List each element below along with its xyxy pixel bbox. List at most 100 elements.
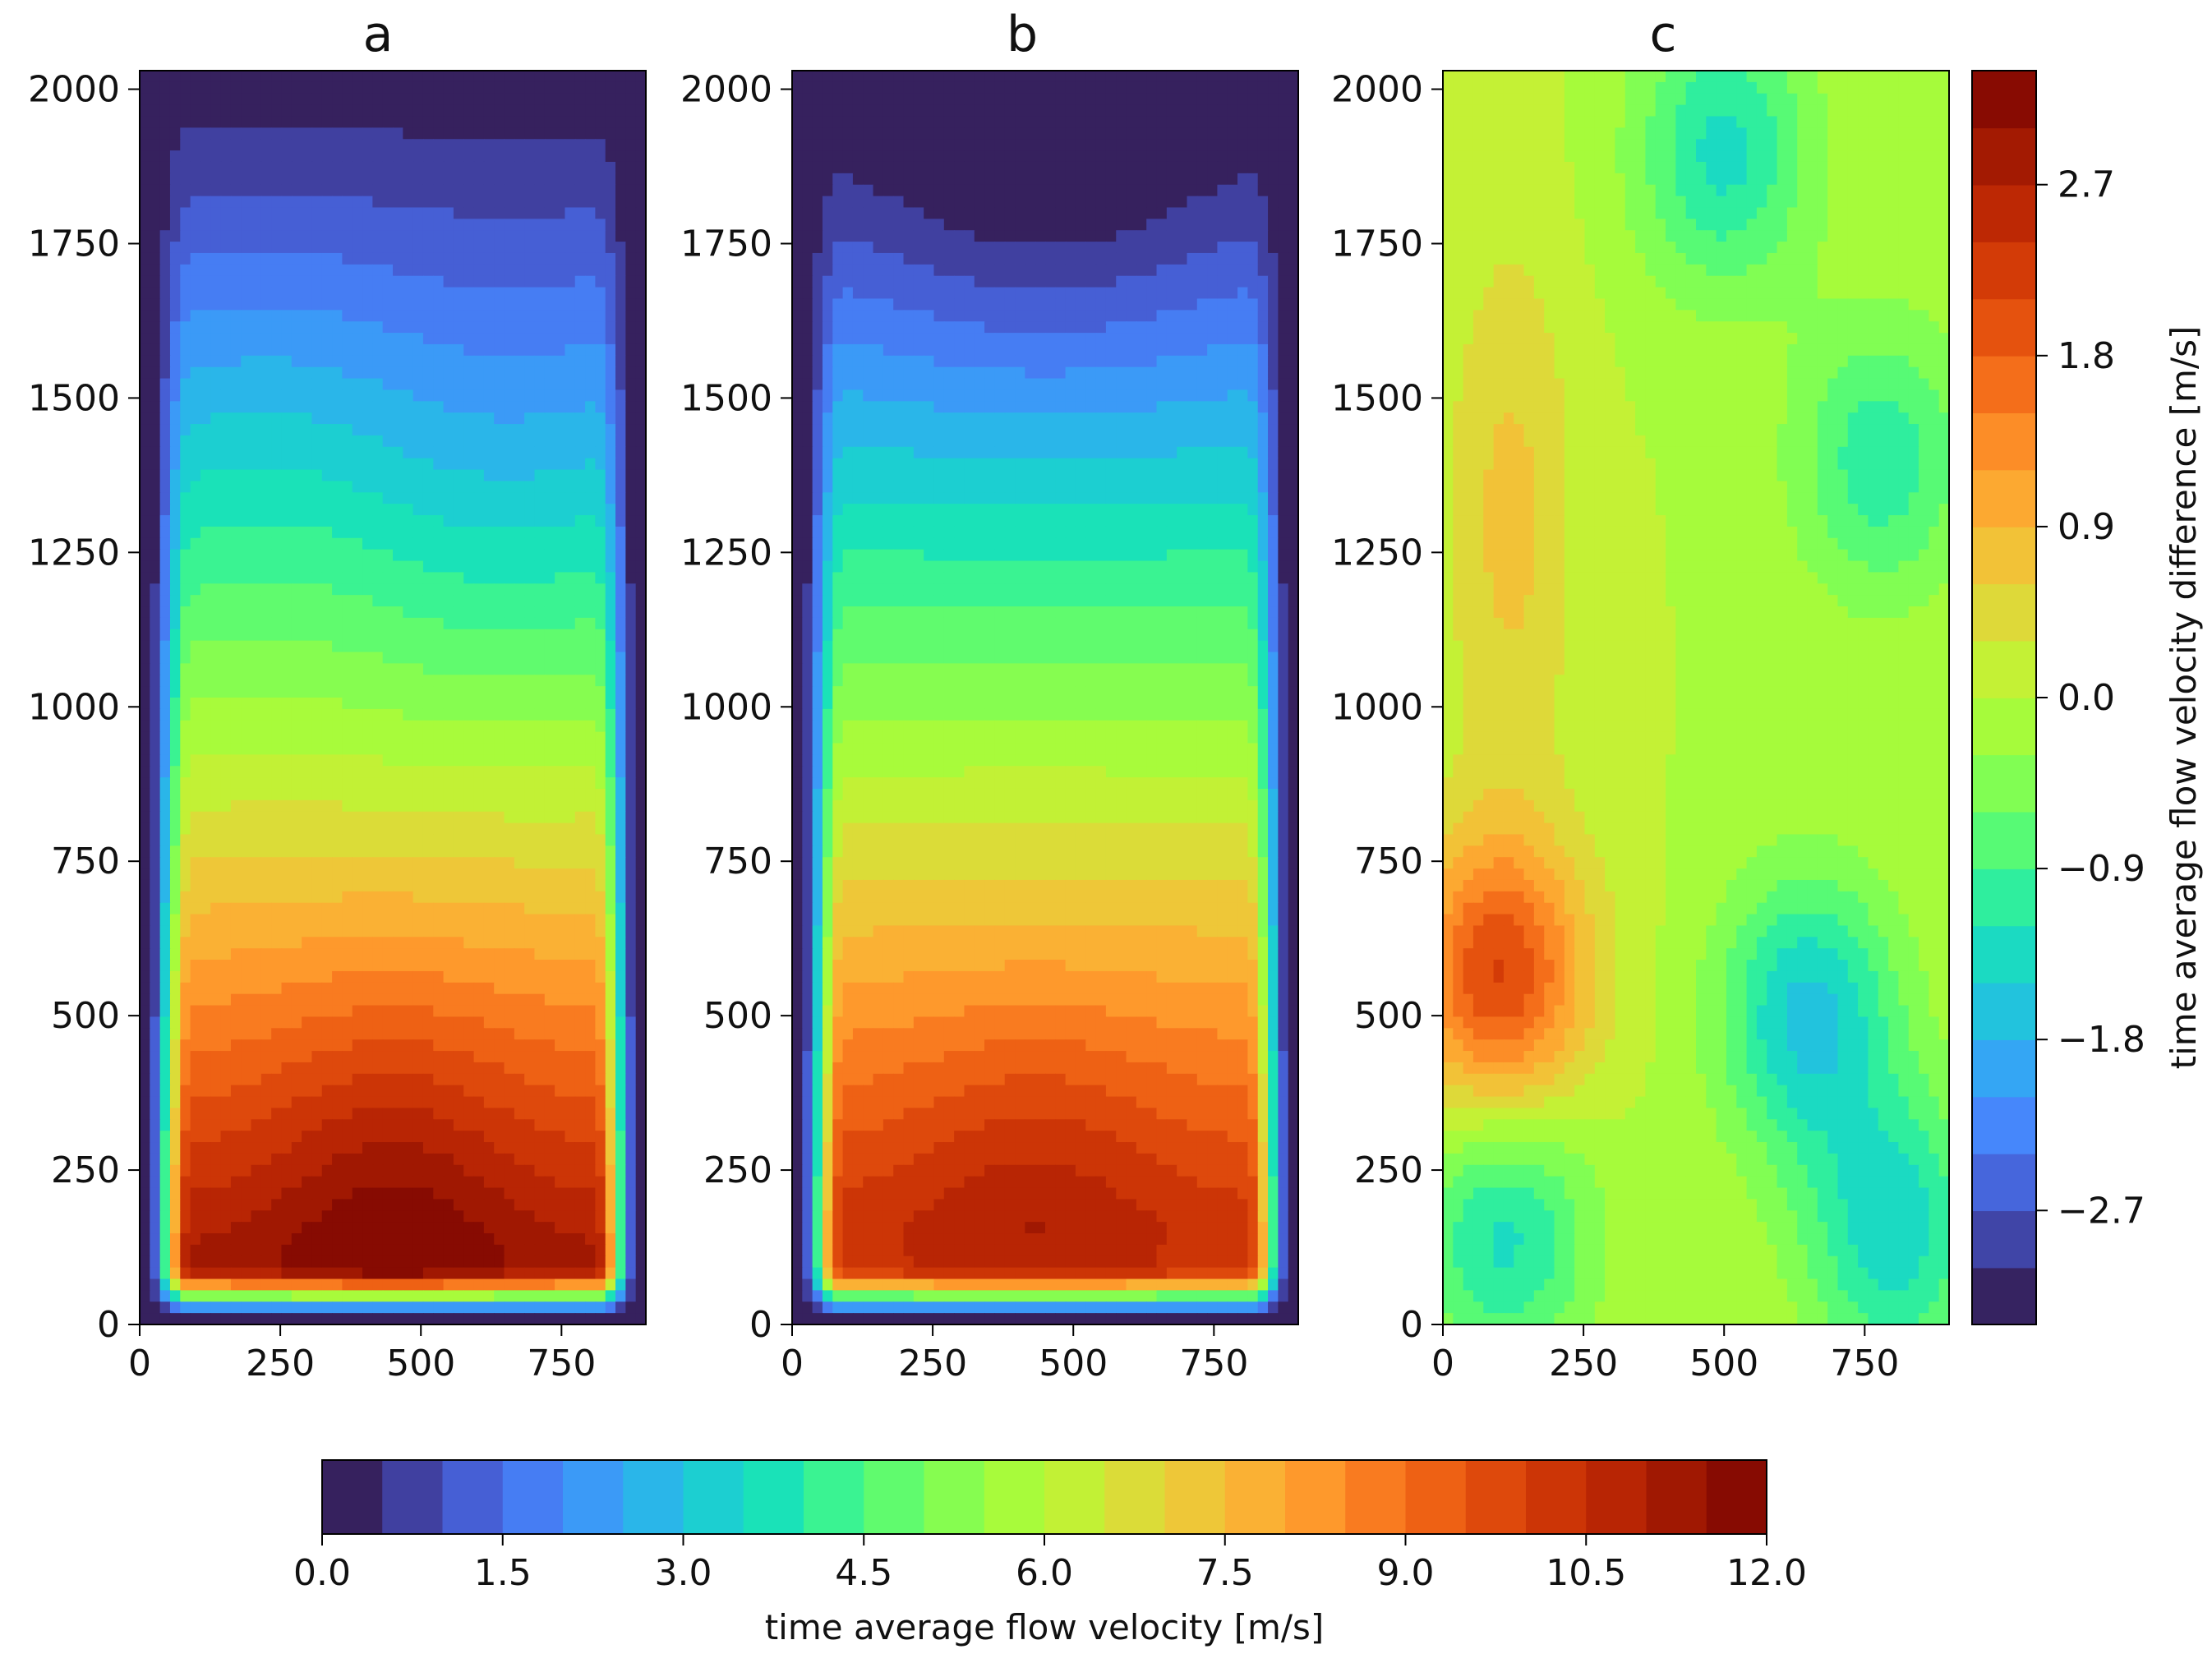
heatmap-cell bbox=[393, 799, 404, 813]
heatmap-cell bbox=[180, 504, 191, 516]
heatmap-cell bbox=[403, 1153, 414, 1166]
heatmap-cell bbox=[332, 1176, 343, 1189]
heatmap-cell bbox=[230, 424, 242, 436]
heatmap-cell bbox=[463, 720, 475, 733]
heatmap-cell bbox=[625, 743, 637, 756]
heatmap-cell bbox=[150, 1199, 161, 1211]
heatmap-cell bbox=[635, 1062, 647, 1075]
heatmap-cell bbox=[574, 868, 586, 881]
heatmap-cell bbox=[200, 184, 211, 197]
heatmap-cell bbox=[433, 515, 445, 527]
heatmap-cell bbox=[534, 857, 546, 869]
heatmap-cell bbox=[625, 663, 637, 675]
heatmap-cell bbox=[260, 993, 272, 1007]
heatmap-cell bbox=[230, 492, 242, 504]
heatmap-cell bbox=[352, 1028, 363, 1040]
heatmap-cell bbox=[504, 1119, 515, 1131]
heatmap-cell bbox=[180, 788, 191, 801]
heatmap-cell bbox=[169, 583, 181, 596]
heatmap-cell bbox=[585, 287, 597, 300]
heatmap-cell bbox=[433, 948, 445, 960]
heatmap-cell bbox=[291, 424, 302, 436]
heatmap-cell bbox=[180, 914, 191, 927]
heatmap-cell bbox=[372, 458, 384, 471]
heatmap-cell bbox=[241, 868, 252, 881]
heatmap-cell bbox=[453, 1005, 464, 1018]
heatmap-cell bbox=[159, 230, 171, 242]
heatmap-cell bbox=[230, 139, 242, 151]
heatmap-cell bbox=[169, 264, 181, 277]
heatmap-cell bbox=[190, 698, 201, 710]
heatmap-cell bbox=[342, 1085, 353, 1098]
heatmap-cell bbox=[321, 902, 333, 915]
heatmap-cell bbox=[524, 902, 536, 915]
heatmap-cell bbox=[605, 173, 616, 186]
heatmap-cell bbox=[260, 834, 272, 847]
heatmap-cell bbox=[585, 412, 597, 425]
heatmap-cell bbox=[483, 891, 495, 904]
heatmap-cell bbox=[473, 127, 485, 140]
heatmap-cell bbox=[382, 1142, 394, 1154]
heatmap-cell bbox=[281, 777, 293, 790]
heatmap-cell bbox=[504, 71, 515, 83]
heatmap-cell bbox=[595, 799, 606, 813]
heatmap-cell bbox=[433, 1016, 445, 1030]
heatmap-cell bbox=[433, 640, 445, 653]
heatmap-cell bbox=[311, 1153, 323, 1166]
heatmap-cell bbox=[352, 1005, 363, 1018]
heatmap-cell bbox=[473, 173, 485, 186]
heatmap-cell bbox=[159, 298, 171, 311]
heatmap-cell bbox=[544, 617, 555, 630]
heatmap-cell bbox=[635, 104, 647, 117]
heatmap-cell bbox=[565, 708, 576, 721]
heatmap-cell bbox=[625, 116, 637, 129]
heatmap-cell bbox=[544, 504, 555, 516]
heatmap-cell bbox=[159, 766, 171, 778]
heatmap-cell bbox=[443, 640, 454, 653]
heatmap-cell bbox=[271, 925, 283, 938]
heatmap-cell bbox=[473, 583, 485, 596]
heatmap-cell bbox=[524, 412, 536, 425]
heatmap-cell bbox=[412, 1051, 424, 1063]
heatmap-cell bbox=[291, 675, 302, 687]
heatmap-cell bbox=[260, 515, 272, 527]
heatmap-cell bbox=[595, 777, 606, 790]
heatmap-cell bbox=[200, 469, 211, 482]
heatmap-cell bbox=[311, 1051, 323, 1063]
heatmap-cell bbox=[555, 219, 566, 231]
heatmap-cell bbox=[159, 150, 171, 163]
heatmap-cell bbox=[332, 902, 343, 915]
heatmap-cell bbox=[220, 150, 232, 163]
heatmap-cell bbox=[291, 1096, 302, 1109]
heatmap-cell bbox=[422, 1199, 434, 1211]
heatmap-cell bbox=[332, 799, 343, 813]
heatmap-cell bbox=[635, 652, 647, 665]
heatmap-cell bbox=[463, 902, 475, 915]
heatmap-cell bbox=[251, 1199, 262, 1211]
heatmap-cell bbox=[210, 504, 222, 516]
heatmap-cell bbox=[605, 515, 616, 527]
heatmap-cell bbox=[534, 914, 546, 927]
heatmap-cell bbox=[443, 264, 454, 277]
heatmap-cell bbox=[159, 1108, 171, 1120]
heatmap-cell bbox=[565, 777, 576, 790]
heatmap-cell bbox=[362, 1187, 374, 1200]
heatmap-cell bbox=[362, 1028, 374, 1040]
heatmap-cell bbox=[433, 343, 445, 357]
heatmap-cell bbox=[321, 116, 333, 129]
heatmap-cell bbox=[342, 287, 353, 300]
heatmap-cell bbox=[311, 754, 323, 767]
heatmap-cell bbox=[635, 822, 647, 836]
heatmap-cell bbox=[281, 333, 293, 345]
heatmap-cell bbox=[311, 617, 323, 630]
heatmap-cell bbox=[190, 1096, 201, 1109]
heatmap-cell bbox=[403, 686, 414, 698]
heatmap-cell bbox=[615, 549, 627, 562]
heatmap-cell bbox=[180, 960, 191, 972]
heatmap-cell bbox=[585, 595, 597, 607]
heatmap-cell bbox=[494, 640, 505, 653]
heatmap-cell bbox=[494, 629, 505, 642]
heatmap-cell bbox=[260, 914, 272, 927]
heatmap-cell bbox=[311, 207, 323, 220]
